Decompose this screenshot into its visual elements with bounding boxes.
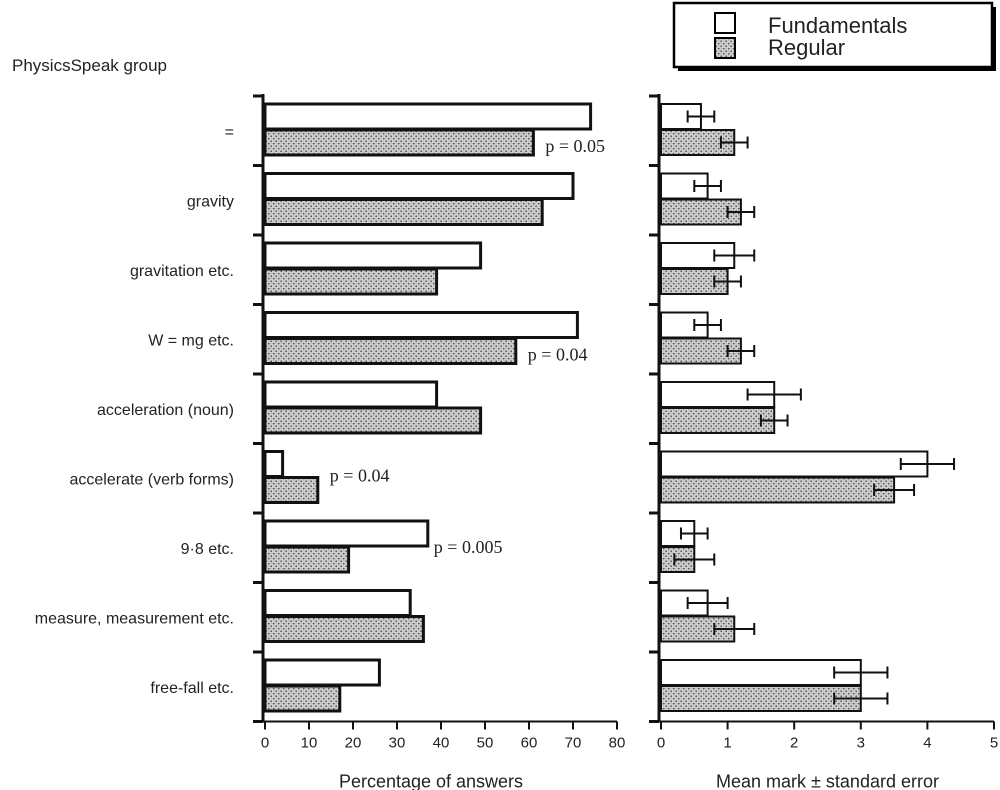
- legend-swatch-regular: [714, 37, 736, 59]
- category-label-measure-measurement-etc: measure, measurement etc.: [35, 610, 234, 627]
- category-label-gravitation-etc: gravitation etc.: [130, 263, 234, 280]
- p-value-annotation: p = 0.05: [545, 136, 605, 156]
- x-axis-title: Percentage of answers: [339, 772, 523, 790]
- x-tick-label: 5: [990, 735, 998, 752]
- legend-label-fundamentals: Fundamentals: [768, 13, 907, 38]
- x-tick-label: 0: [261, 735, 269, 752]
- x-tick-label: 20: [345, 735, 362, 752]
- bar-fundamentals-9-8-etc: [263, 519, 430, 548]
- bar-regular-gravitation-etc: [263, 267, 439, 296]
- x-tick-label: 30: [389, 735, 406, 752]
- x-tick-label: 40: [433, 735, 450, 752]
- bar-regular-free-fall-etc: [660, 685, 862, 712]
- category-label-gravity: gravity: [187, 193, 234, 210]
- group-label: PhysicsSpeak group: [12, 56, 167, 75]
- legend-label-regular: Regular: [768, 35, 845, 60]
- category-label-free-fall-etc: free-fall etc.: [150, 680, 234, 697]
- x-tick-label: 2: [790, 735, 798, 752]
- percentage-chart: = gravity gravitation etc. W = mg etc. accel…: [35, 94, 626, 790]
- bar-regular-gravity: [263, 198, 544, 226]
- category-label-accelerate-verb-forms: accelerate (verb forms): [70, 471, 235, 488]
- bar-regular-accelerate-verb-forms: [660, 476, 896, 504]
- bar-regular-equals: [263, 128, 535, 157]
- p-value-annotation: p = 0.04: [528, 345, 588, 365]
- bar-regular-9-8-etc: [263, 545, 351, 574]
- bar-fundamentals-free-fall-etc: [660, 659, 862, 686]
- x-tick-label: 60: [521, 735, 538, 752]
- bar-fundamentals-gravitation-etc: [263, 241, 483, 270]
- legend: Fundamentals Regular: [672, 1, 996, 71]
- x-tick-label: 50: [477, 735, 494, 752]
- category-label-acceleration-noun: acceleration (noun): [97, 402, 234, 419]
- bar-fundamentals-equals: [263, 102, 593, 131]
- bar-fundamentals-acceleration-noun: [263, 380, 439, 409]
- bar-fundamentals-free-fall-etc: [263, 658, 381, 687]
- bar-regular-gravity: [660, 198, 742, 226]
- bar-fundamentals-accelerate-verb-forms: [263, 450, 285, 478]
- category-label-equals: =: [225, 124, 234, 141]
- legend-swatch-fundamentals: [714, 12, 736, 34]
- category-label-9-8-etc: 9·8 etc.: [181, 541, 234, 558]
- x-tick-label: 10: [301, 735, 318, 752]
- x-tick-label: 3: [857, 735, 865, 752]
- x-tick-label: 4: [923, 735, 931, 752]
- x-axis-title: Mean mark ± standard error: [716, 772, 939, 790]
- bar-regular-acceleration-noun: [660, 407, 776, 434]
- p-value-annotation: p = 0.005: [434, 537, 503, 557]
- p-value-annotation: p = 0.04: [330, 466, 390, 486]
- bar-regular-free-fall-etc: [263, 684, 342, 713]
- x-tick-label: 70: [565, 735, 582, 752]
- bar-regular-acceleration-noun: [263, 406, 483, 435]
- bar-regular-gravitation-etc: [660, 268, 729, 295]
- mean-mark-chart: 0 1 2 3 4 5 Mean mark ± standard error: [649, 94, 998, 790]
- bar-fundamentals-measure-measurement-etc: [263, 589, 412, 617]
- bar-regular-w-mg-etc: [263, 337, 518, 365]
- x-tick-label: 0: [657, 735, 665, 752]
- x-tick-label: 1: [723, 735, 731, 752]
- bar-regular-accelerate-verb-forms: [263, 476, 320, 504]
- bar-fundamentals-gravity: [263, 172, 575, 200]
- category-label-w-mg-etc: W = mg etc.: [148, 332, 234, 349]
- bar-fundamentals-w-mg-etc: [263, 311, 579, 339]
- bar-regular-measure-measurement-etc: [263, 615, 425, 643]
- bar-fundamentals-accelerate-verb-forms: [660, 450, 929, 478]
- x-tick-label: 80: [609, 735, 626, 752]
